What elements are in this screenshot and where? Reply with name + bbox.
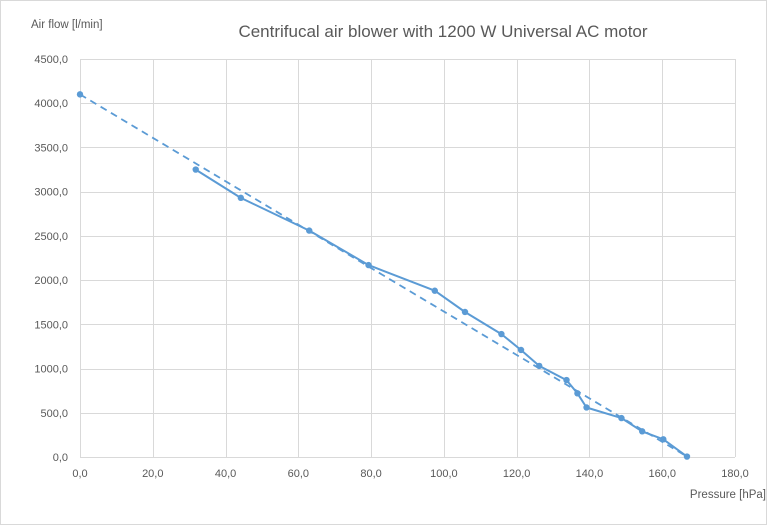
data-point (536, 362, 543, 370)
x-tick-label: 20,0 (142, 468, 163, 480)
y-tick-label: 1000,0 (34, 364, 68, 376)
x-tick-label: 140,0 (576, 468, 604, 480)
chart-title: Centrifucal air blower with 1200 W Unive… (238, 22, 647, 41)
y-tick-label: 1500,0 (34, 319, 68, 331)
data-point (583, 404, 590, 411)
x-tick-label: 160,0 (648, 468, 676, 480)
series-line (195, 168, 688, 458)
x-tick-label: 80,0 (360, 468, 381, 480)
data-point (563, 376, 570, 384)
x-axis-title: Pressure [hPa] (690, 489, 766, 501)
y-tick-label: 0,0 (53, 452, 68, 464)
x-tick-label: 40,0 (215, 468, 236, 480)
y-tick-label: 500,0 (40, 408, 68, 420)
x-tick-label: 180,0 (721, 468, 749, 480)
x-tick-label: 120,0 (503, 468, 531, 480)
data-point (639, 428, 646, 435)
trendline-layer (79, 93, 688, 458)
y-tick-label: 3500,0 (34, 142, 68, 154)
data-point (574, 390, 581, 397)
data-point (618, 414, 625, 422)
data-point (237, 194, 245, 202)
y-tick-label: 2000,0 (34, 275, 68, 287)
x-tick-label: 0,0 (72, 468, 87, 480)
data-point (431, 287, 438, 294)
y-tick-label: 3000,0 (34, 187, 68, 199)
data-point (498, 330, 505, 338)
data-point (76, 91, 84, 98)
x-tick-label: 100,0 (430, 468, 458, 480)
data-point (306, 227, 313, 234)
tick-label-layer: 0,0 20,0 40,0 60,0 80,0 100,0 120,0 140,0 160,0 1… (34, 54, 748, 480)
data-point (660, 436, 667, 443)
y-tick-label: 2500,0 (34, 231, 68, 243)
y-tick-label: 4000,0 (34, 98, 68, 110)
data-point (365, 261, 372, 269)
x-tick-label: 60,0 (288, 468, 309, 480)
data-point (461, 308, 469, 316)
y-axis-title: Air flow [l/min] (31, 19, 103, 31)
data-point (683, 453, 691, 460)
y-tick-label: 4500,0 (34, 54, 68, 66)
data-point (192, 166, 199, 173)
series-layer (76, 91, 691, 460)
data-point (517, 346, 525, 354)
grid-layer (80, 59, 736, 458)
trendline (79, 93, 688, 458)
